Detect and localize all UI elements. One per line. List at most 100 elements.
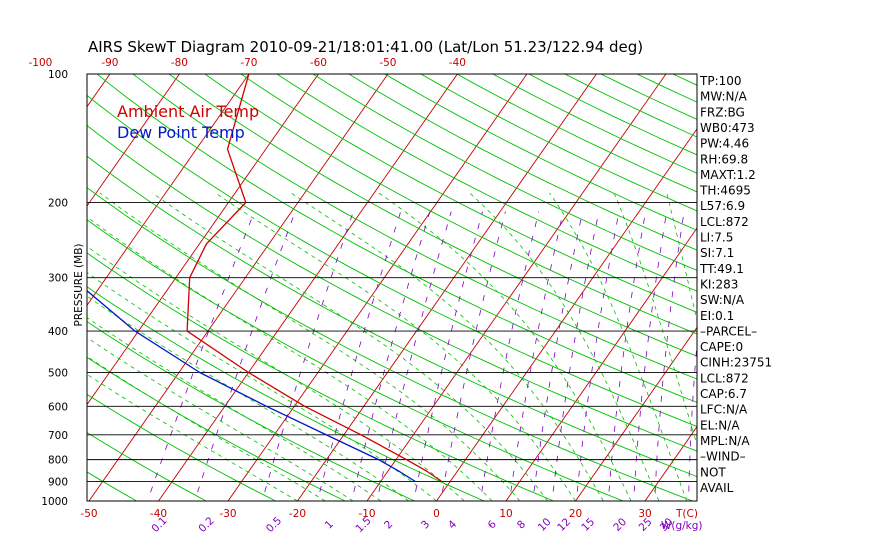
- isotherm-line: [847, 54, 870, 510]
- stat-item: –PARCEL–: [700, 324, 757, 338]
- dry-adiabat-line: [168, 74, 697, 357]
- stat-item: MW:N/A: [700, 90, 748, 104]
- moist-adiabat-line: [152, 192, 549, 501]
- mixing-ratio-label: 0.2: [196, 515, 216, 535]
- bottom-temperature-tick-label: 10: [499, 508, 512, 520]
- moist-adiabat-line: [549, 192, 688, 501]
- isotherm-line: [87, 74, 319, 406]
- mixing-ratio-line: [688, 340, 697, 501]
- mixing-ratio-label: 20: [611, 516, 629, 534]
- stat-item: CAP:6.7: [700, 387, 747, 401]
- pressure-tick-label: 200: [48, 198, 68, 210]
- mixing-ratio-label: 0.5: [264, 515, 284, 535]
- dry-adiabat-line: [87, 356, 346, 501]
- isotherm-line: [366, 74, 667, 501]
- dry-adiabat-line: [563, 74, 697, 138]
- bottom-temperature-tick-label: 0: [433, 508, 440, 520]
- pressure-tick-label: 700: [48, 430, 68, 442]
- mixing-ratio-label: 1: [323, 518, 336, 531]
- mixing-ratio-label: 6: [486, 518, 499, 531]
- moist-adiabat-line: [469, 192, 660, 501]
- stat-item: CAPE:0: [700, 340, 743, 354]
- stat-item: –WIND–: [700, 450, 746, 464]
- mixing-ratio-label: 2: [382, 518, 395, 531]
- isotherm-line: [505, 227, 697, 501]
- bottom-temperature-tick-label: -40: [150, 508, 167, 520]
- moist-adiabat-line: [87, 272, 437, 501]
- grid-layer: [0, 54, 870, 510]
- bottom-temperature-tick-label: -10: [358, 508, 375, 520]
- dry-adiabat-line: [420, 74, 697, 212]
- bottom-temperature-tick-label: 30: [638, 508, 651, 520]
- isotherm-line: [227, 74, 528, 501]
- moist-adiabat-line: [87, 317, 382, 501]
- moist-adiabat-line: [290, 192, 604, 501]
- stat-item: WB0:473: [700, 121, 755, 135]
- stat-item: L57:6.9: [700, 199, 745, 213]
- dry-adiabat-line: [455, 74, 697, 193]
- isotherm-line: [574, 326, 697, 501]
- mixing-ratio-line: [440, 211, 506, 501]
- dry-adiabat-line: [204, 74, 697, 335]
- isotherm-line: [0, 54, 54, 510]
- stat-item: TT:49.1: [699, 262, 744, 276]
- stat-item: TH:4695: [699, 184, 751, 198]
- dry-adiabat-line: [87, 155, 697, 478]
- pressure-tick-label: 300: [48, 273, 68, 285]
- pressure-tick-label: 100: [48, 69, 68, 81]
- legend-dew-point-temp: Dew Point Temp: [117, 123, 245, 142]
- moist-adiabat-line: [87, 337, 354, 501]
- mixing-ratio-line: [194, 211, 296, 501]
- dry-adiabat-line: [384, 74, 697, 231]
- moist-adiabat-line: [99, 192, 521, 501]
- moist-adiabat-line: [378, 192, 632, 501]
- dry-adiabat-line: [527, 74, 697, 156]
- temperature-unit-label: T(C): [675, 508, 698, 520]
- stat-item: EL:N/A: [700, 418, 740, 432]
- legend: Ambient Air Temp Dew Point Temp: [117, 102, 259, 142]
- stat-item: RH:69.8: [700, 152, 748, 166]
- mixing-ratio-label: 8: [515, 518, 528, 531]
- dry-adiabat-line: [87, 219, 624, 501]
- top-temperature-tick-label: -40: [449, 57, 466, 69]
- isotherm-line: [88, 74, 389, 501]
- pressure-tick-label: 600: [48, 401, 68, 413]
- stat-item: EI:0.1: [700, 309, 734, 323]
- isotherm-line: [644, 425, 697, 501]
- mixing-ratio-unit-label: W(g/kg): [661, 520, 703, 532]
- stat-item: NOT: [700, 465, 726, 479]
- top-temperature-tick-label: -90: [101, 57, 118, 69]
- y-axis-label: PRESSURE (MB): [73, 243, 85, 326]
- moist-adiabat-line: [87, 295, 409, 501]
- mixing-ratio-line: [479, 211, 540, 501]
- pressure-tick-label: 500: [48, 367, 68, 379]
- top-temperature-tick-label: -80: [171, 57, 188, 69]
- dry-adiabat-line: [96, 74, 697, 403]
- dry-adiabat-line: [276, 74, 697, 292]
- bottom-temperature-tick-label: -20: [289, 508, 306, 520]
- mixing-ratio-line: [607, 211, 646, 501]
- mixing-ratio-line: [575, 211, 620, 501]
- top-temperature-tick-label: -60: [310, 57, 327, 69]
- stat-item: AVAIL: [700, 481, 734, 495]
- top-temperature-tick-label: -100: [28, 57, 52, 69]
- bottom-temperature-tick-label: -50: [80, 508, 97, 520]
- pressure-tick-label: 800: [48, 455, 68, 467]
- pressure-tick-label: 900: [48, 476, 68, 488]
- stat-item: TP:100: [699, 74, 742, 88]
- top-temperature-tick-label: -50: [379, 57, 396, 69]
- pressure-tick-label: 1000: [41, 496, 68, 508]
- stat-item: PW:4.46: [700, 137, 749, 151]
- stat-item: LFC:N/A: [700, 403, 748, 417]
- isotherm-line: [296, 74, 597, 501]
- mixing-ratio-line: [509, 211, 564, 501]
- stat-item: KI:283: [700, 277, 738, 291]
- dry-adiabat-line: [87, 94, 697, 427]
- dry-adiabat-line: [87, 187, 693, 501]
- legend-ambient-air-temp: Ambient Air Temp: [117, 102, 259, 121]
- dry-adiabat-line: [87, 252, 554, 501]
- isotherm-line: [87, 74, 250, 307]
- stat-item: MPL:N/A: [700, 434, 750, 448]
- stat-item: FRZ:BG: [700, 105, 745, 119]
